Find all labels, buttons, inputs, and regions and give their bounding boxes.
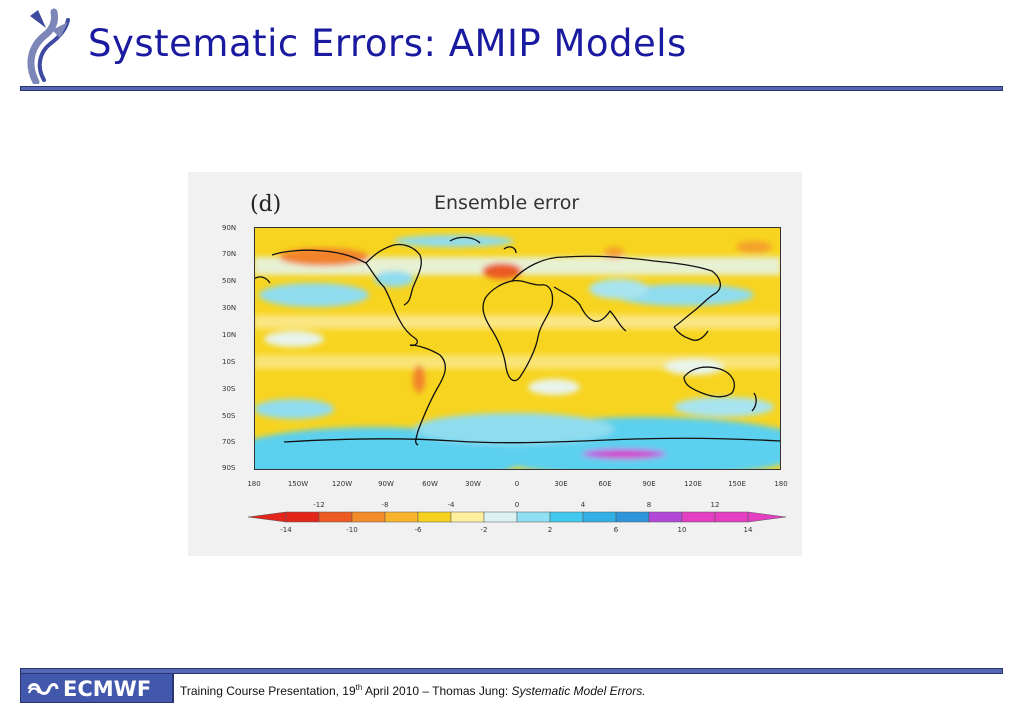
colorbar-swatch [351,511,386,523]
colorbar-swatch [450,511,485,523]
colorbar-swatch [615,511,650,523]
lat-label: 90N [222,224,237,232]
lat-label: 10S [222,358,236,366]
lon-label: 150E [728,480,746,488]
colorbar-swatch [285,511,320,523]
lon-label: 180 [774,480,788,488]
colorbar-upper-label: 12 [710,501,720,509]
colorbar-lower-label: 14 [743,526,753,534]
lon-label: 30W [465,480,481,488]
lon-label: 0 [514,480,520,488]
ensemble-error-figure: (d) Ensemble error 90N 70N 50N 30N 10N 1… [188,172,802,556]
colorbar-lower-label: 6 [613,526,619,534]
colorbar-swatch [681,511,716,523]
colorbar-swatch [714,511,749,523]
figure-title: Ensemble error [434,192,580,214]
colorbar-swatch [417,511,452,523]
colorbar-lower-label: -2 [480,526,488,534]
colorbar-upper-label: -12 [313,501,325,509]
ecmwf-mark-icon [27,683,59,695]
colorbar-upper-label: 8 [646,501,652,509]
lon-label: 60W [422,480,438,488]
colorbar-upper-label: -4 [447,501,455,509]
footer-middle: April 2010 – Thomas Jung: [362,684,512,698]
colorbar-swatch [648,511,683,523]
footer-prefix: Training Course Presentation, 19 [180,684,356,698]
colorbar-swatch [582,511,617,523]
lat-label: 50S [222,412,236,420]
lon-label: 120E [684,480,702,488]
colorbar-swatch [516,511,551,523]
lat-label: 70S [222,438,236,446]
colorbar-swatch [384,511,419,523]
footer-separator [173,673,174,703]
lon-label: 60E [598,480,612,488]
colorbar-lower-label: 10 [677,526,687,534]
colorbar-lower-label: -14 [280,526,292,534]
error-map [254,227,781,470]
colorbar-swatch [318,511,353,523]
colorbar-right-arrow [747,511,787,523]
colorbar-upper-label: 4 [580,501,586,509]
colorbar-upper-label: 0 [514,501,520,509]
lon-label: 150W [287,480,309,488]
lat-label: 50N [222,277,237,285]
colorbar-swatch [483,511,518,523]
ecmwf-logo-text: ECMWF [63,677,152,701]
lon-label: 30E [554,480,568,488]
colorbar-lower-label: 2 [547,526,553,534]
footer-divider [20,668,1003,674]
lon-label: 90E [642,480,656,488]
panel-label: (d) [250,192,282,217]
footer-superscript: th [355,683,363,692]
colorbar-upper-label: -8 [381,501,389,509]
footer-caption: Training Course Presentation, 19th April… [180,683,646,698]
lon-label: 90W [378,480,394,488]
lon-label: 180 [247,480,261,488]
lat-label: 10N [222,331,237,339]
ecmwf-bird-logo [27,8,70,84]
ecmwf-logo: ECMWF [20,673,173,703]
colorbar-swatches [248,511,787,523]
footer-italic-title: Systematic Model Errors. [511,684,646,698]
lon-label: 120W [331,480,353,488]
lat-label: 30N [222,304,237,312]
colorbar-swatch [549,511,584,523]
lat-label: 30S [222,385,236,393]
colorbar-left-arrow [248,511,287,523]
lat-label: 70N [222,250,237,258]
lat-label: 90S [222,464,236,472]
colorbar: -12 -8 -4 0 4 8 12 -14 -10 -6 -2 2 6 10 … [248,497,790,547]
colorbar-lower-label: -6 [414,526,422,534]
title-divider [20,86,1003,91]
slide-title: Systematic Errors: AMIP Models [88,22,687,65]
colorbar-lower-label: -10 [346,526,358,534]
